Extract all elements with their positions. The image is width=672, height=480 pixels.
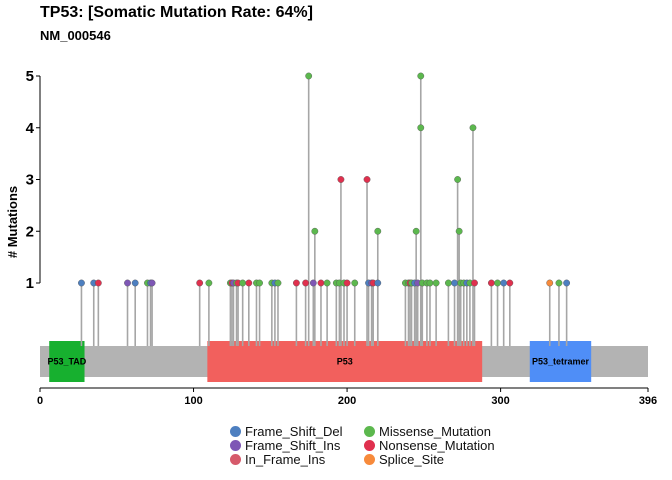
mutation-point (471, 279, 478, 287)
legend-label: Missense_Mutation (379, 423, 491, 439)
y-tick-label: 5 (26, 68, 34, 85)
domain-label: P53_tetramer (532, 357, 590, 367)
mutation-point (317, 279, 325, 287)
legend-dot-icon (364, 453, 375, 465)
mutation-point (196, 279, 204, 287)
chart-title: TP53: [Somatic Mutation Rate: 64%] (40, 4, 313, 21)
mutation-point (309, 279, 317, 287)
x-tick-label: 0 (37, 395, 43, 407)
mutation-point (205, 279, 213, 287)
legend-item: Frame_Shift_Del (230, 423, 364, 439)
legend-label: Splice_Site (379, 451, 445, 467)
mutation-point (343, 279, 351, 287)
mutation-point (417, 124, 425, 132)
mutation-point (454, 176, 462, 183)
legend-dot-icon (230, 425, 241, 437)
mutation-point (148, 279, 156, 287)
mutation-point (374, 227, 382, 235)
mutation-point (417, 72, 425, 80)
x-tick-label: 396 (639, 395, 657, 407)
y-tick-label: 3 (26, 172, 34, 189)
mutation-point (412, 227, 420, 235)
mutation-point (546, 279, 554, 287)
legend-dot-icon (364, 439, 375, 451)
mutation-point (494, 279, 501, 287)
mutation-point (311, 227, 319, 235)
domain-p53 (207, 341, 483, 382)
domain-label: P53_TAD (47, 357, 86, 367)
chart-subtitle: NM_000546 (40, 28, 111, 43)
legend-dot-icon (230, 439, 241, 451)
x-tick-label: 100 (184, 395, 202, 407)
mutation-point (363, 176, 371, 183)
mutation-point (432, 279, 440, 287)
lollipop-chart: 1 2 3 4 5 # Mutations P53_TAD P53 P53_tetramer 0 1… (5, 68, 657, 407)
mutation-point (293, 279, 300, 287)
mutation-point (239, 279, 247, 287)
mutation-point (487, 279, 495, 287)
legend-label: Nonsense_Mutation (379, 437, 495, 453)
mutation-point (506, 279, 514, 287)
legend-item: In_Frame_Ins (230, 451, 364, 467)
mutation-point (563, 279, 571, 287)
mutation-point (351, 279, 359, 287)
mutation-point (500, 279, 508, 287)
mutation-point (302, 279, 310, 287)
mutation-point (131, 279, 139, 287)
mutation-point (94, 279, 102, 287)
legend-label: Frame_Shift_Ins (245, 437, 341, 453)
legend-dot-icon (230, 453, 241, 465)
legend-item: Splice_Site (364, 451, 524, 467)
mutation-point (451, 279, 458, 287)
mutation-point (245, 279, 253, 287)
y-tick-label: 4 (26, 120, 35, 137)
legend-item: Missense_Mutation (364, 423, 524, 439)
mutation-point (469, 124, 477, 132)
y-tick-label: 1 (26, 275, 34, 292)
legend: Frame_Shift_Del Missense_Mutation Frame_Sh… (230, 423, 524, 467)
mutation-point (305, 72, 313, 80)
y-tick-label: 2 (26, 223, 34, 240)
y-axis-label: # Mutations (5, 186, 20, 258)
x-tick-label: 300 (491, 395, 509, 407)
legend-item: Nonsense_Mutation (364, 437, 524, 453)
mutation-point (323, 279, 331, 287)
legend-item: Frame_Shift_Ins (230, 437, 364, 453)
mutation-point (455, 227, 463, 235)
mutation-point (256, 279, 263, 287)
legend-dot-icon (364, 425, 375, 437)
x-tick-label: 200 (338, 395, 356, 407)
mutation-point (374, 279, 382, 287)
legend-label: In_Frame_Ins (245, 451, 326, 467)
domain-p53-tad (49, 341, 85, 382)
domain-p53-tetramer (529, 341, 592, 382)
mutation-point (274, 279, 282, 287)
mutation-point (426, 279, 434, 287)
mutation-point (78, 279, 85, 287)
domain-label: P53 (337, 357, 353, 367)
legend-label: Frame_Shift_Del (245, 423, 343, 439)
mutation-point (555, 279, 563, 287)
mutation-point (124, 279, 131, 287)
mutation-point (445, 279, 452, 287)
mutation-point (337, 176, 345, 183)
